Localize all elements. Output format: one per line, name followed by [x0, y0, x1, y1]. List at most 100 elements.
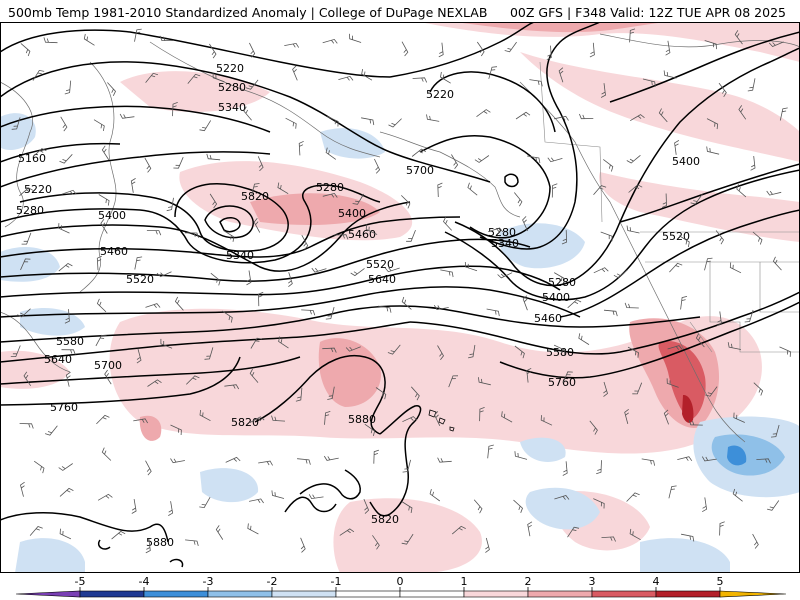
contour-line [204, 205, 254, 239]
wind-barb [33, 460, 45, 474]
wind-barb [212, 72, 225, 83]
wind-barb [468, 344, 476, 359]
wind-barb [210, 272, 221, 286]
wind-barb [159, 35, 174, 42]
wind-barb [437, 457, 452, 463]
wind-barb [601, 536, 616, 542]
wind-barb [387, 344, 401, 355]
wind-barb [96, 298, 107, 313]
wind-barb [406, 229, 416, 242]
wind-barb [187, 73, 201, 84]
wind-barb [130, 178, 136, 193]
wind-barb [59, 528, 72, 540]
wind-barb [96, 255, 102, 271]
wind-barb [464, 261, 478, 272]
border-line [709, 262, 800, 353]
wind-barb [522, 295, 528, 311]
colorbar-band [527, 590, 593, 598]
wind-barb [629, 528, 641, 541]
colorbar-bands [15, 587, 787, 598]
wind-barb [298, 140, 304, 156]
colorbar-band [207, 590, 273, 598]
island [449, 426, 455, 432]
border-line [689, 321, 713, 353]
wind-barb [753, 382, 764, 396]
contour-line [0, 356, 301, 385]
wind-barb [558, 67, 564, 83]
contour-line [0, 321, 411, 363]
wind-barb [288, 272, 293, 288]
contour-line [559, 209, 800, 318]
wind-barb [554, 115, 569, 121]
wind-barb [529, 79, 543, 87]
wind-barb [58, 263, 73, 272]
wind-barb [199, 497, 211, 509]
border-line [759, 262, 800, 313]
wind-barb [589, 420, 598, 435]
contour-line [0, 184, 381, 264]
wind-barb [301, 309, 316, 316]
contour-line [284, 496, 337, 513]
wind-barb [770, 424, 780, 438]
wind-barb [247, 523, 259, 535]
warm-anomaly-area [682, 394, 694, 423]
contour-label: 5520 [366, 258, 394, 271]
wind-barb [688, 419, 703, 426]
wind-barb [747, 78, 756, 92]
wind-barb [11, 117, 21, 130]
wind-barb [145, 460, 152, 476]
wind-barb [515, 111, 531, 120]
contour-line [609, 31, 800, 103]
wind-barb [562, 371, 573, 383]
colorbar-label: 0 [397, 575, 404, 588]
wind-barb [603, 159, 614, 172]
colorbar-band [335, 590, 401, 598]
contour-label: 5820 [231, 416, 259, 429]
wind-barb [185, 539, 199, 547]
wind-barb [184, 232, 199, 238]
wind-barb [567, 526, 580, 538]
contour-label: 5820 [371, 513, 399, 526]
wind-barb [750, 156, 756, 171]
wind-barbs [10, 28, 791, 554]
map-title: 500mb Temp 1981-2010 Standardized Anomal… [8, 5, 488, 20]
wind-barb [772, 256, 782, 271]
colorbar-label: -1 [331, 575, 342, 588]
wind-barb [527, 155, 541, 163]
wind-barb [156, 271, 172, 278]
contour-line [0, 201, 411, 272]
wind-barb [131, 499, 137, 514]
wind-barb [100, 219, 108, 234]
colorbar-label: -2 [267, 575, 278, 588]
wind-barb [488, 66, 498, 79]
wind-barb [95, 334, 107, 347]
model-run-info: 00Z GFS | F348 Valid: 12Z TUE APR 08 202… [509, 5, 786, 20]
wind-barb [579, 113, 594, 120]
wind-barb [626, 492, 640, 502]
coastline [79, 61, 117, 293]
wind-barb [546, 45, 552, 61]
wind-barb [339, 528, 355, 536]
wind-barb [402, 459, 411, 473]
contour-label: 5700 [406, 164, 434, 177]
wind-barb [98, 194, 110, 206]
weather-map[interactable]: 5220 5280 5340 5160 5220 5280 5400 5460 … [0, 22, 800, 573]
cool-anomaly-area [640, 538, 730, 573]
colorbar-label: 1 [461, 575, 468, 588]
contour-line [0, 105, 271, 133]
wind-barb [43, 37, 58, 44]
contour-line [0, 29, 391, 78]
wind-barb [779, 346, 791, 357]
wind-barb [626, 225, 640, 234]
wind-barb [486, 308, 500, 317]
contour-label: 5760 [50, 401, 78, 414]
wind-barb [438, 42, 444, 58]
wind-barb [729, 262, 742, 274]
contour-line [479, 22, 601, 250]
contour-label: 5640 [44, 353, 72, 366]
wind-barb [561, 230, 568, 245]
colorbar-label: -4 [139, 575, 150, 588]
wind-barb [83, 33, 95, 46]
wind-barb [680, 296, 688, 310]
wind-barb [323, 455, 339, 461]
